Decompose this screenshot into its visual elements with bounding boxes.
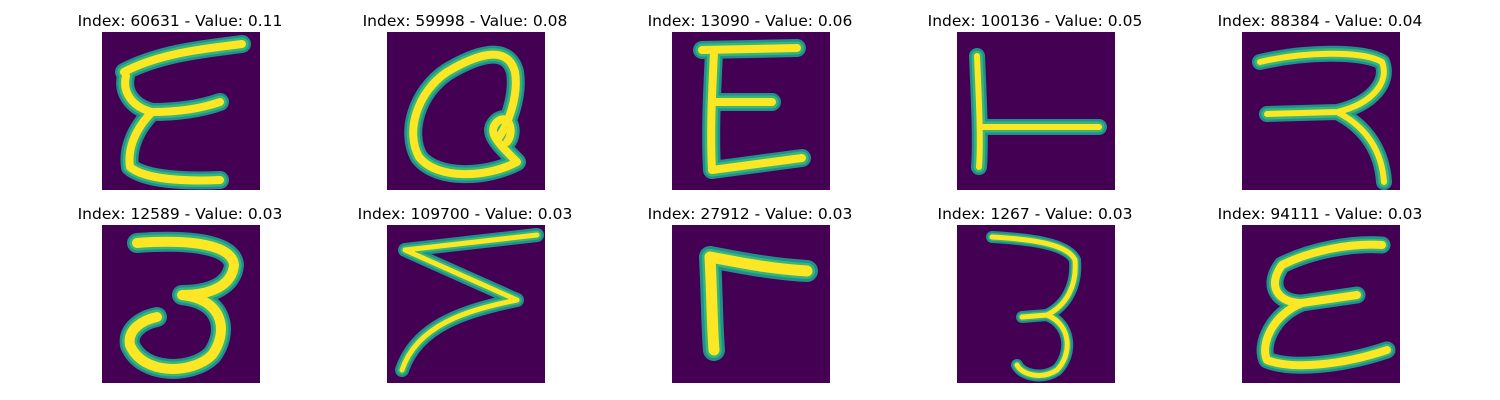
glyph-E-like-script [1256,236,1396,374]
tile-3: Index: 100136 - Value: 0.05 [925,10,1145,190]
digit-image [387,225,545,383]
tile-7: Index: 27912 - Value: 0.03 [640,203,860,383]
tile-title: Index: 12589 - Value: 0.03 [77,205,283,223]
glyph-3 [119,231,244,379]
glyph-3-thin [986,231,1082,382]
tile-title: Index: 109700 - Value: 0.03 [357,205,573,223]
digit-image [672,32,830,190]
tile-6: Index: 109700 - Value: 0.03 [355,203,575,383]
glyph-L [969,48,1107,175]
glyph-Z-like-zigzag [395,228,544,377]
glyph-epsilon-like-script [115,35,251,190]
tile-title: Index: 88384 - Value: 0.04 [1217,12,1423,30]
tile-title: Index: 27912 - Value: 0.03 [647,205,853,223]
digit-image [957,225,1115,383]
tile-title: Index: 59998 - Value: 0.08 [362,12,568,30]
tile-5: Index: 12589 - Value: 0.03 [70,203,290,383]
tile-title: Index: 13090 - Value: 0.06 [647,12,853,30]
digit-image [672,225,830,383]
tile-0: Index: 60631 - Value: 0.11 [70,10,290,190]
digit-image [957,32,1115,190]
tile-2: Index: 13090 - Value: 0.06 [640,10,860,190]
digit-image [1242,32,1400,190]
tile-8: Index: 1267 - Value: 0.03 [925,203,1145,383]
digit-image [1242,225,1400,383]
digit-image [102,225,260,383]
tile-9: Index: 94111 - Value: 0.03 [1210,203,1430,383]
glyph-Q-like-loop [404,45,526,184]
glyph-E [693,39,811,179]
tile-1: Index: 59998 - Value: 0.08 [355,10,575,190]
tile-4: Index: 88384 - Value: 0.04 [1210,10,1430,190]
tile-title: Index: 100136 - Value: 0.05 [927,12,1143,30]
tile-title: Index: 1267 - Value: 0.03 [937,205,1133,223]
digit-image [102,32,260,190]
glyph-R-like-hook [1252,45,1392,190]
glyph-L-rotated [699,246,818,361]
digit-image [387,32,545,190]
tile-title: Index: 60631 - Value: 0.11 [77,12,283,30]
tile-title: Index: 94111 - Value: 0.03 [1217,205,1423,223]
